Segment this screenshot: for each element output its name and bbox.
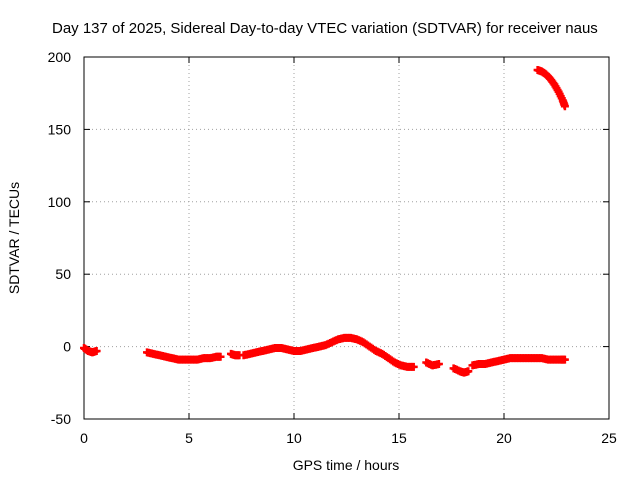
- data-point-s0-g0-3-0: [92, 346, 101, 355]
- data-point-s0-g1-12-0: [216, 352, 225, 361]
- data-point-s0-g5-3-0: [464, 367, 473, 376]
- data-point-s0-g3-27-0: [409, 362, 418, 371]
- y-tick-label-3: 100: [48, 194, 72, 210]
- y-tick-label-4: 150: [48, 121, 72, 137]
- x-tick-label-0: 0: [80, 430, 88, 446]
- x-tick-label-4: 20: [496, 430, 512, 446]
- data-points: [80, 66, 569, 377]
- plot-frame: [83, 56, 610, 420]
- axis-ticks: 0 5 10 15 20 25 -50 0 50 100 150 200: [48, 49, 617, 446]
- x-tick-label-2: 10: [286, 430, 302, 446]
- grid-lines: [84, 57, 609, 419]
- y-tick-label-1: 0: [63, 339, 71, 355]
- y-tick-label-5: 200: [48, 49, 72, 65]
- x-tick-label-1: 5: [185, 430, 193, 446]
- y-tick-label-2: 50: [55, 266, 71, 282]
- data-point-s0-g7-7-0: [560, 102, 569, 111]
- y-tick-label-0: -50: [51, 411, 71, 427]
- y-axis-label: SDTVAR / TECUs: [6, 182, 22, 294]
- data-point-s0-g6-15-0: [560, 355, 569, 364]
- data-point-s0-g4-2-0: [434, 359, 443, 368]
- chart-title: Day 137 of 2025, Sidereal Day-to-day VTE…: [52, 20, 598, 37]
- x-axis-label: GPS time / hours: [293, 457, 400, 473]
- x-tick-label-3: 15: [391, 430, 407, 446]
- x-tick-label-5: 25: [601, 430, 617, 446]
